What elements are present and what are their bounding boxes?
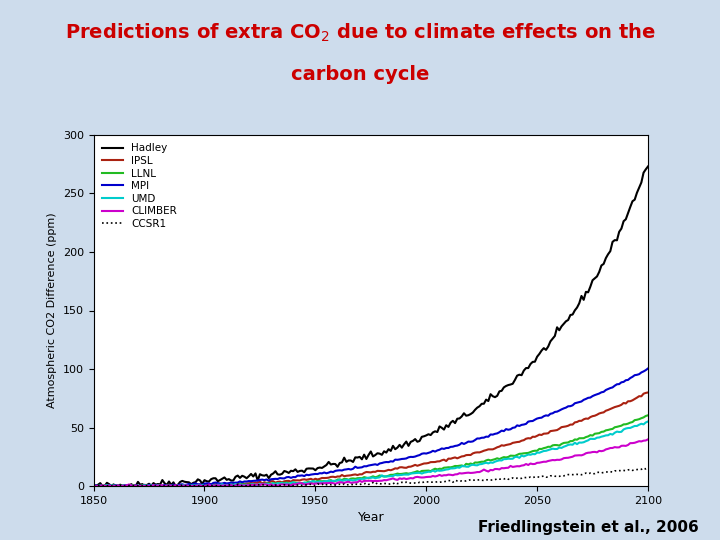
UMD — [89, 483, 98, 489]
Text: carbon cycle: carbon cycle — [291, 65, 429, 84]
CLIMBER — [342, 479, 351, 485]
IPSL — [426, 459, 435, 465]
MPI — [506, 426, 515, 433]
IPSL — [467, 452, 475, 458]
CCSR1 — [424, 479, 433, 485]
Line: UMD: UMD — [94, 421, 648, 486]
Hadley — [467, 411, 475, 417]
LLNL — [96, 483, 104, 489]
IPSL — [309, 477, 318, 483]
Hadley — [644, 163, 652, 170]
CCSR1 — [464, 477, 473, 484]
UMD — [464, 463, 473, 470]
UMD — [424, 469, 433, 475]
IPSL — [420, 460, 428, 467]
Line: CLIMBER: CLIMBER — [94, 440, 648, 486]
MPI — [418, 450, 426, 457]
LLNL — [644, 412, 652, 418]
X-axis label: Year: Year — [358, 511, 384, 524]
CLIMBER — [307, 480, 315, 487]
Hadley — [89, 482, 98, 488]
UMD — [644, 418, 652, 424]
Legend: Hadley, IPSL, LLNL, MPI, UMD, CLIMBER, CCSR1: Hadley, IPSL, LLNL, MPI, UMD, CLIMBER, C… — [99, 140, 180, 232]
CLIMBER — [464, 469, 473, 476]
Hadley — [426, 432, 435, 438]
LLNL — [344, 477, 353, 483]
CLIMBER — [89, 483, 98, 489]
CLIMBER — [418, 474, 426, 481]
UMD — [342, 476, 351, 483]
LLNL — [426, 468, 435, 474]
Line: LLNL: LLNL — [94, 415, 648, 486]
CCSR1 — [342, 482, 351, 488]
IPSL — [344, 472, 353, 479]
MPI — [307, 471, 315, 478]
Line: MPI: MPI — [94, 368, 648, 486]
Hadley — [420, 433, 428, 440]
IPSL — [89, 482, 98, 489]
MPI — [342, 466, 351, 472]
LLNL — [420, 468, 428, 474]
Hadley — [508, 381, 517, 387]
LLNL — [467, 460, 475, 467]
CCSR1 — [506, 476, 515, 482]
MPI — [644, 365, 652, 372]
CLIMBER — [644, 436, 652, 443]
Text: Predictions of extra CO$_2$ due to climate effects on the: Predictions of extra CO$_2$ due to clima… — [65, 22, 655, 44]
Line: CCSR1: CCSR1 — [94, 468, 648, 486]
CCSR1 — [418, 480, 426, 486]
MPI — [89, 483, 98, 489]
MPI — [464, 438, 473, 445]
CCSR1 — [639, 465, 648, 471]
CLIMBER — [506, 463, 515, 469]
IPSL — [94, 483, 102, 489]
Text: Friedlingstein et al., 2006: Friedlingstein et al., 2006 — [477, 519, 698, 535]
LLNL — [89, 482, 98, 489]
CCSR1 — [307, 481, 315, 488]
LLNL — [309, 478, 318, 484]
Line: IPSL: IPSL — [94, 393, 648, 486]
IPSL — [644, 389, 652, 396]
UMD — [307, 478, 315, 485]
UMD — [506, 456, 515, 462]
Y-axis label: Atmospheric CO2 Difference (ppm): Atmospheric CO2 Difference (ppm) — [48, 213, 57, 408]
MPI — [424, 450, 433, 456]
Line: Hadley: Hadley — [94, 166, 648, 486]
CCSR1 — [644, 465, 652, 471]
CCSR1 — [89, 483, 98, 489]
CLIMBER — [424, 474, 433, 480]
Hadley — [309, 465, 318, 472]
Hadley — [91, 483, 100, 489]
UMD — [418, 470, 426, 477]
IPSL — [508, 440, 517, 446]
LLNL — [508, 453, 517, 459]
Hadley — [344, 457, 353, 464]
